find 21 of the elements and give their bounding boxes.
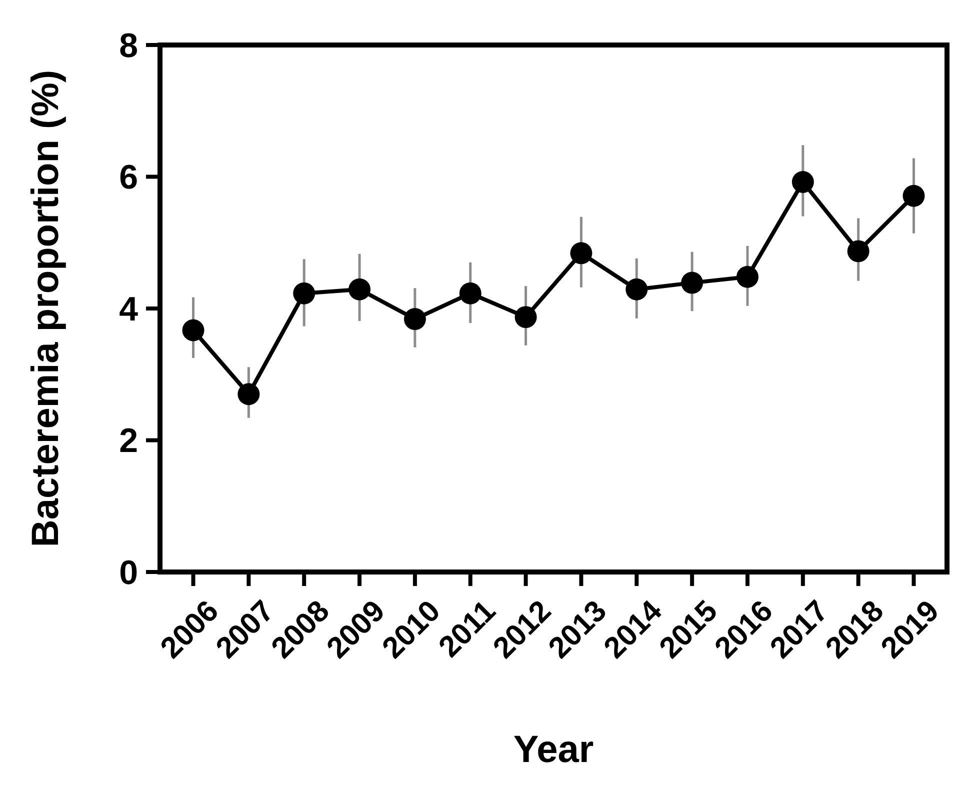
point xyxy=(293,282,316,304)
point xyxy=(570,242,592,264)
point xyxy=(902,184,925,207)
point xyxy=(626,278,648,300)
point xyxy=(404,308,426,330)
y-tick-label: 2 xyxy=(119,422,138,460)
point xyxy=(514,306,537,328)
point xyxy=(792,171,814,193)
y-tick-label: 4 xyxy=(119,290,138,328)
x-axis-title: Year xyxy=(513,729,594,771)
y-tick-label: 0 xyxy=(119,554,138,592)
point xyxy=(847,240,870,262)
y-tick-label: 8 xyxy=(119,26,138,65)
y-tick-label: 6 xyxy=(119,158,138,197)
point xyxy=(459,282,482,304)
point xyxy=(681,272,704,294)
point xyxy=(238,383,260,406)
y-axis-title: Bacteremia proportion (%) xyxy=(25,70,67,548)
point xyxy=(182,319,204,342)
point xyxy=(348,278,371,300)
point xyxy=(736,266,758,288)
